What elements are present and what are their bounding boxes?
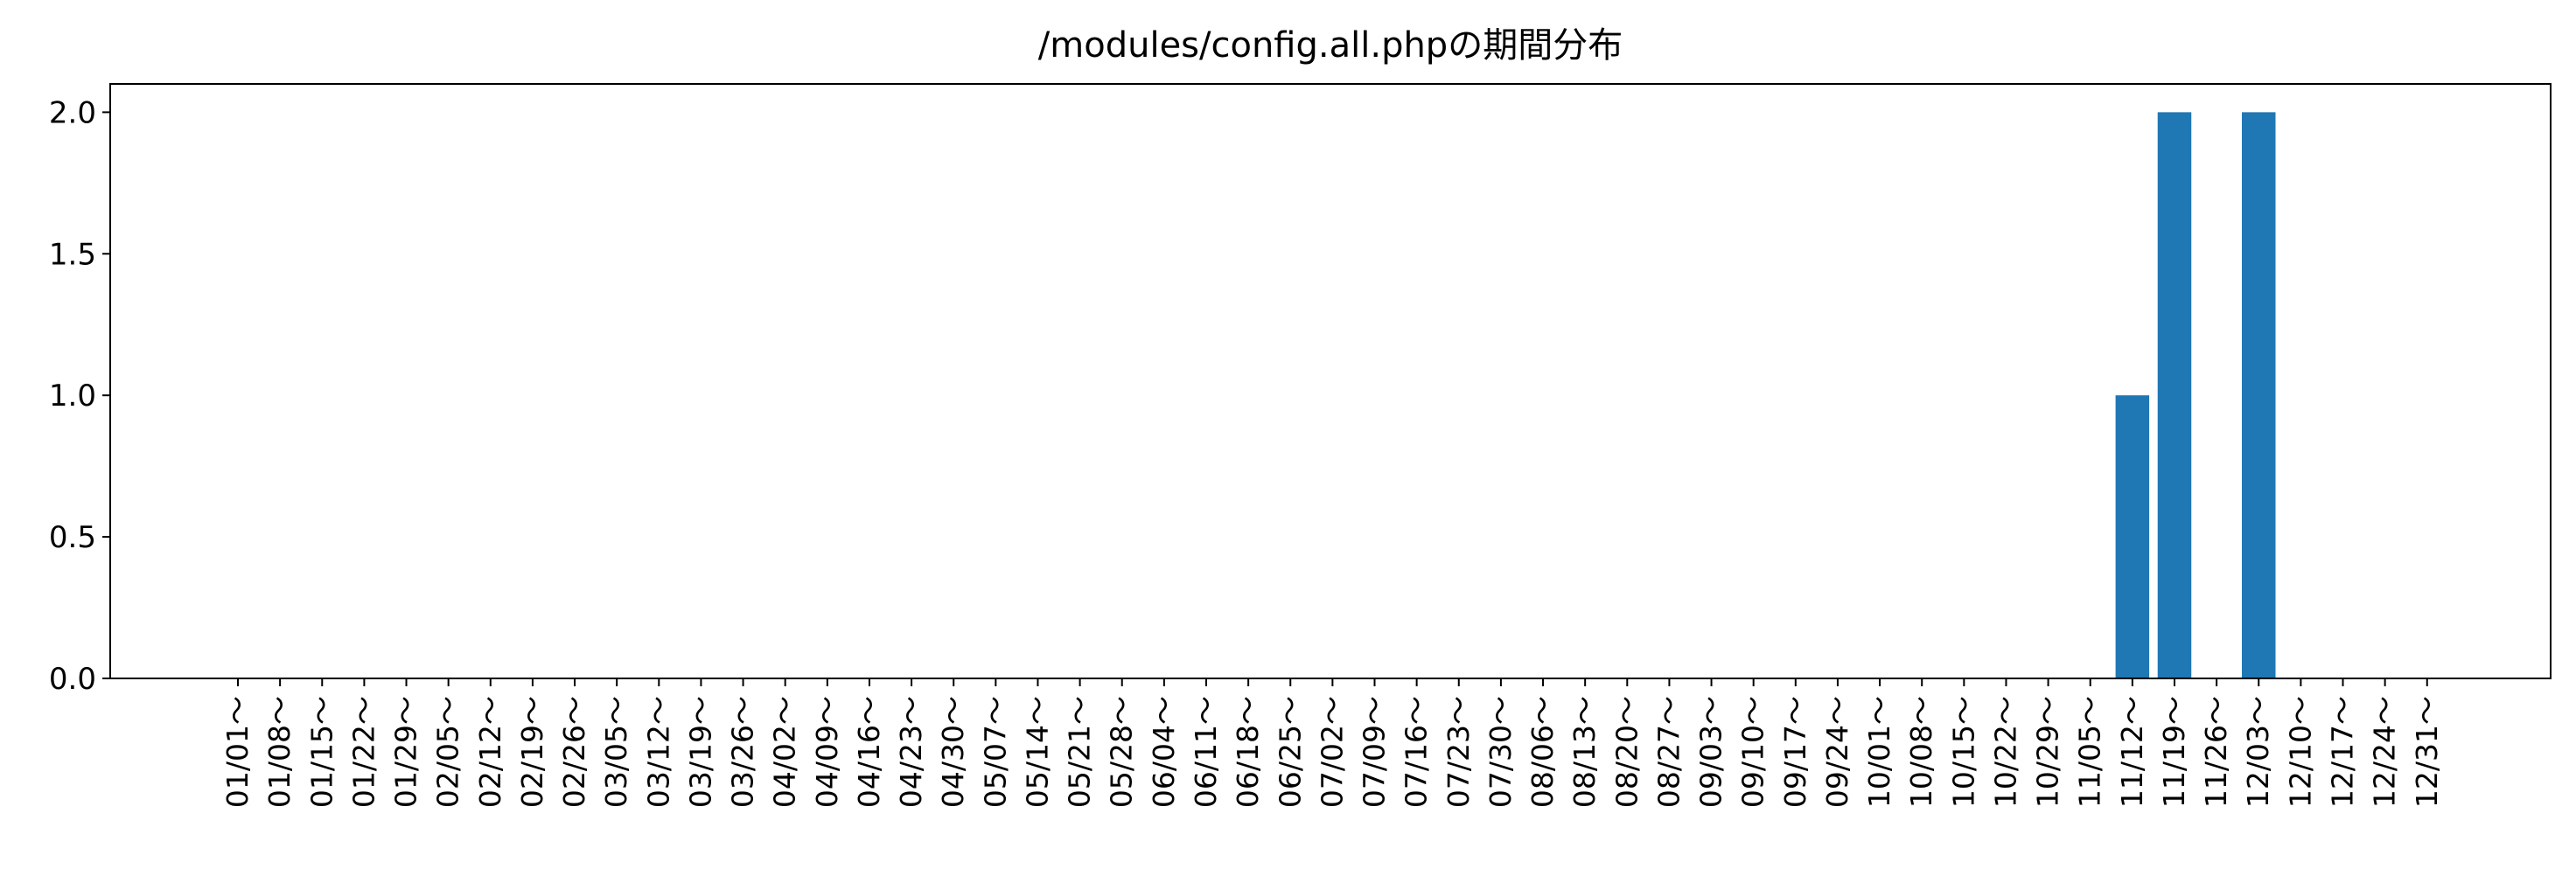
x-tick-label: 03/05～ [599,696,633,808]
x-tick-label: 07/30～ [1483,696,1518,808]
x-tick-label: 01/15～ [304,696,339,808]
x-tick-label: 06/04～ [1147,696,1181,808]
x-tick-label: 05/07～ [978,696,1012,808]
x-tick-label: 09/10～ [1736,696,1770,808]
x-tick-label: 10/15～ [1946,696,1980,808]
x-tick-label: 06/25～ [1273,696,1307,808]
x-tick-label: 04/30～ [936,696,970,808]
x-tick-label: 07/09～ [1358,696,1392,808]
x-tick-label: 10/01～ [1862,696,1896,808]
x-tick-label: 12/10～ [2283,696,2317,808]
y-tick-label: 0.5 [49,520,96,555]
x-tick-label: 11/26～ [2199,696,2233,808]
x-tick-label: 04/02～ [768,696,802,808]
x-tick-label: 05/21～ [1063,696,1097,808]
x-tick-label: 05/14～ [1020,696,1054,808]
x-tick-label: 09/24～ [1820,696,1854,808]
x-tick-label: 06/18～ [1231,696,1265,808]
bar-48 [2241,112,2276,678]
x-axis: 01/01～ 01/08～ 01/15～ 01/22～ 01/29～ 02/05～ 02/1… [220,678,2444,808]
x-tick-label: 12/24～ [2368,696,2402,808]
x-tick-label: 08/06～ [1525,696,1560,808]
y-tick-label: 1.5 [49,237,96,272]
x-tick-label: 07/02～ [1315,696,1349,808]
x-tick-label: 09/03～ [1694,696,1728,808]
x-tick-label: 08/13～ [1567,696,1602,808]
y-tick-label: 2.0 [49,95,96,130]
x-tick-label: 11/12～ [2115,696,2149,808]
plot-frame [109,83,2552,679]
x-tick-label: 04/23～ [894,696,928,808]
x-tick-label: 11/19～ [2157,696,2191,808]
bar-45 [2115,395,2150,678]
x-tick-label: 03/26～ [726,696,760,808]
x-tick-label: 08/27～ [1651,696,1686,808]
x-tick-label: 03/19～ [683,696,717,808]
x-tick-label: 07/16～ [1400,696,1434,808]
bar-46 [2157,112,2192,678]
x-tick-label: 06/11～ [1189,696,1223,808]
x-tick-label: 12/17～ [2326,696,2360,808]
x-tick-label: 05/28～ [1105,696,1139,808]
x-tick-label: 01/08～ [262,696,297,808]
x-tick-label: 10/08～ [1904,696,1938,808]
x-tick-label: 01/22～ [346,696,380,808]
x-tick-label: 02/26～ [557,696,591,808]
y-axis: 0.0 0.5 1.0 1.5 2.0 [49,95,110,697]
x-tick-label: 04/16～ [852,696,886,808]
chart-title: /modules/config.all.phpの期間分布 [1038,25,1623,66]
y-tick-label: 1.0 [49,379,96,414]
x-tick-label: 11/05～ [2073,696,2107,808]
x-tick-label: 10/22～ [1988,696,2022,808]
x-tick-label: 07/23～ [1442,696,1476,808]
x-tick-label: 04/09～ [810,696,844,808]
x-tick-label: 03/12～ [641,696,675,808]
x-tick-label: 02/05～ [431,696,465,808]
x-tick-label: 09/17～ [1778,696,1812,808]
x-tick-label: 01/01～ [220,696,255,808]
bar-group [2115,112,2276,678]
x-tick-label: 02/19～ [515,696,549,808]
x-tick-label: 10/29～ [2031,696,2065,808]
x-tick-label: 12/31～ [2410,696,2444,808]
x-tick-label: 01/29～ [389,696,423,808]
x-tick-label: 08/20～ [1609,696,1644,808]
x-tick-label: 02/12～ [473,696,507,808]
x-tick-label: 12/03～ [2241,696,2275,808]
y-tick-label: 0.0 [49,662,96,697]
